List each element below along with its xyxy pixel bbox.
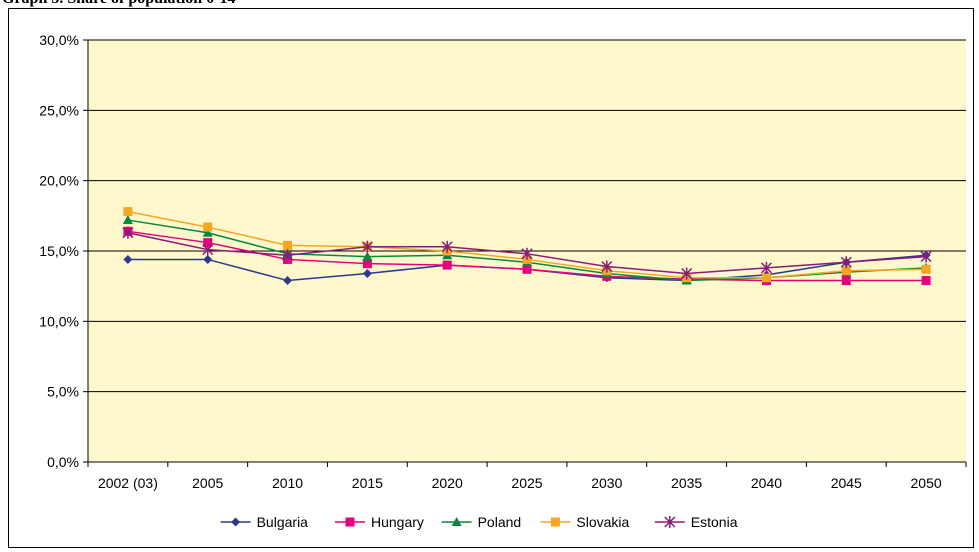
data-point-estonia [282, 249, 294, 262]
y-tick-label: 20,0% [39, 173, 79, 189]
y-tick-label: 30,0% [39, 32, 79, 48]
x-tick-label: 2045 [831, 475, 862, 491]
data-point-hungary [362, 259, 372, 269]
data-point-estonia [681, 267, 693, 280]
x-tick-label: 2040 [751, 475, 782, 491]
legend-marker-estonia [664, 516, 676, 528]
data-point-estonia [361, 240, 373, 253]
data-point-estonia [122, 226, 134, 239]
data-point-estonia [840, 256, 852, 269]
data-point-bulgaria [283, 276, 293, 286]
legend-marker-slovakia [550, 517, 560, 527]
legend-item-estonia: Estonia [654, 514, 738, 530]
data-point-estonia [441, 240, 453, 253]
data-point-hungary [841, 276, 851, 286]
data-point-estonia [601, 260, 613, 273]
y-tick-label: 0,0% [47, 454, 79, 470]
x-tick-label: 2020 [432, 475, 463, 491]
legend-label-slovakia: Slovakia [576, 514, 629, 530]
legend-item-slovakia: Slovakia [540, 514, 630, 530]
data-point-slovakia [203, 222, 213, 232]
line-chart: 0,0% 5,0% 10,0% 15,0% 20,0% 25,0% 30,0% 2002 (0… [39, 32, 967, 530]
x-tick-label: 2030 [591, 475, 622, 491]
x-tick-label: 2025 [511, 475, 542, 491]
legend-label-estonia: Estonia [691, 514, 738, 530]
data-point-hungary [522, 264, 532, 274]
data-point-hungary [442, 260, 452, 270]
legend-marker-hungary [345, 517, 355, 527]
legend-item-hungary: Hungary [335, 514, 424, 530]
data-point-bulgaria [203, 254, 213, 264]
data-point-slovakia [123, 207, 133, 217]
x-tick-label: 2005 [192, 475, 223, 491]
x-tick-label: 2010 [272, 475, 303, 491]
data-point-estonia [760, 261, 772, 274]
legend-label-hungary: Hungary [371, 514, 424, 530]
legend-item-poland: Poland [441, 514, 522, 530]
data-point-estonia [202, 243, 214, 256]
y-tick-label: 10,0% [39, 313, 79, 329]
y-tick-label: 25,0% [39, 102, 79, 118]
figure-caption: Graph 5. Share of population 0-14 [2, 0, 236, 8]
series-estonia [122, 226, 932, 280]
legend-label-poland: Poland [478, 514, 522, 530]
chart-frame: 0,0% 5,0% 10,0% 15,0% 20,0% 25,0% 30,0% 2002 (0… [8, 8, 974, 548]
x-tick-label: 2050 [911, 475, 942, 491]
data-point-hungary [203, 238, 213, 248]
data-point-poland [122, 215, 133, 225]
x-tick-label: 2002 (03) [98, 475, 158, 491]
data-point-poland [362, 251, 373, 261]
x-tick-label: 2035 [671, 475, 702, 491]
data-point-estonia [920, 250, 932, 263]
data-point-bulgaria [362, 269, 372, 279]
data-point-slovakia [761, 273, 771, 283]
data-point-estonia [521, 247, 533, 260]
legend-item-bulgaria: Bulgaria [220, 514, 309, 530]
data-point-hungary [921, 276, 931, 286]
legend-label-bulgaria: Bulgaria [257, 514, 309, 530]
data-point-slovakia [283, 240, 293, 250]
data-point-bulgaria [123, 254, 133, 264]
data-point-slovakia [841, 266, 851, 276]
data-point-poland [202, 227, 213, 237]
data-point-slovakia [921, 264, 931, 274]
legend-marker-poland [451, 517, 462, 526]
legend-marker-bulgaria [231, 517, 241, 527]
y-tick-label: 5,0% [47, 384, 79, 400]
y-tick-label: 15,0% [39, 243, 79, 259]
x-tick-label: 2015 [352, 475, 383, 491]
